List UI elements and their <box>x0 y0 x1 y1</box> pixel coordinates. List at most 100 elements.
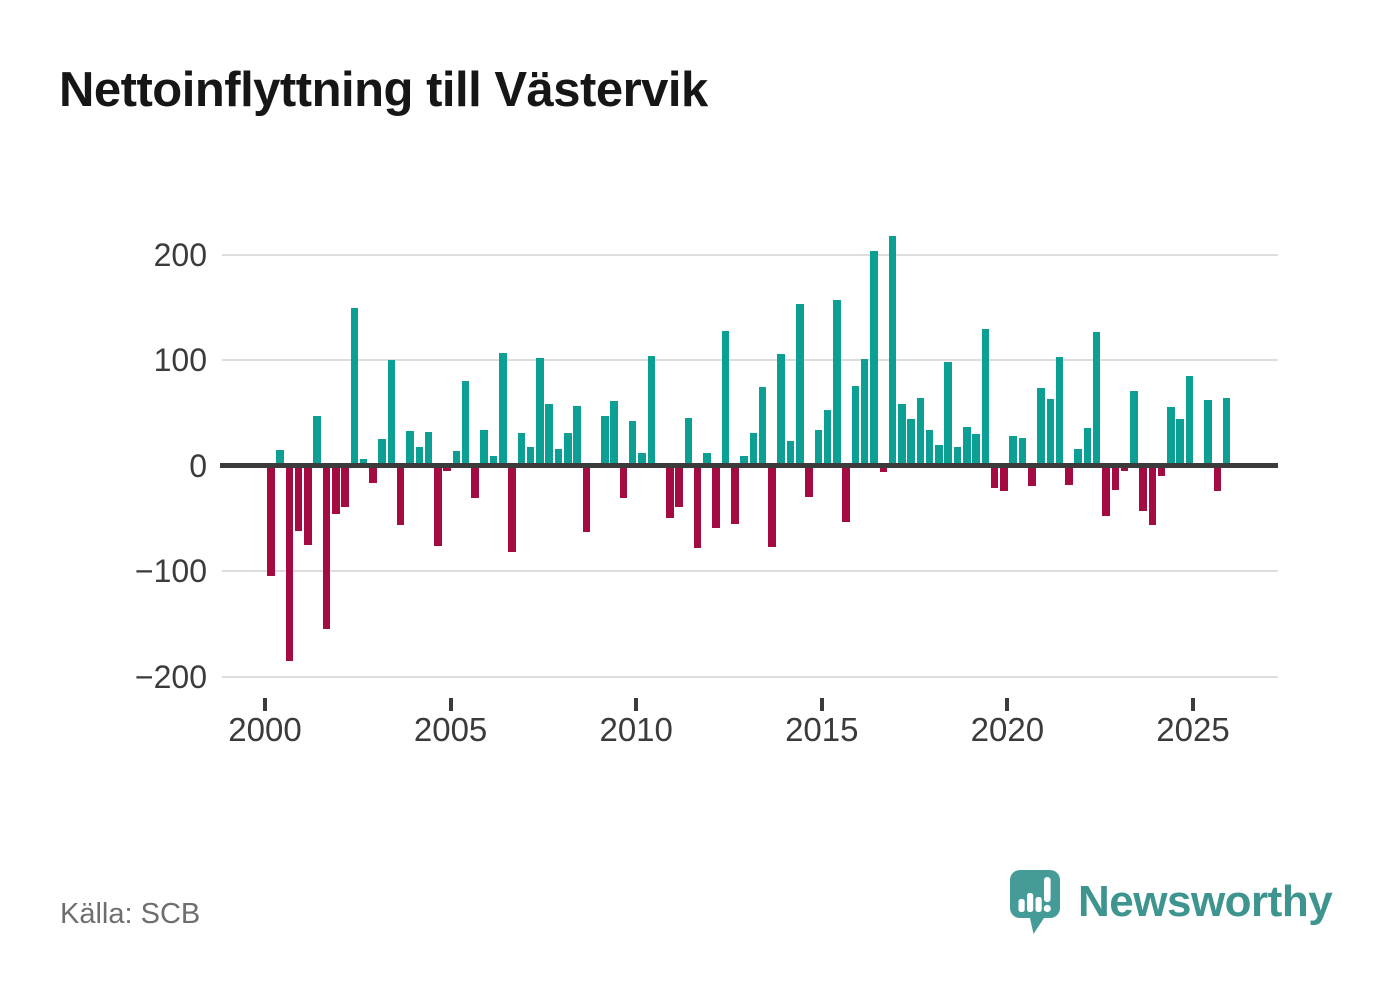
x-tick-2015 <box>819 698 824 711</box>
bar-2017Q3 <box>916 398 925 466</box>
y-axis-label--100: −100 <box>134 553 207 590</box>
x-axis-label-2020: 2020 <box>970 711 1045 748</box>
y-axis-label-100: 100 <box>153 342 207 379</box>
bar-2016Q2 <box>870 250 878 466</box>
bar-2014Q1 <box>786 441 795 466</box>
bar-2005Q4 <box>480 429 488 466</box>
bar-2022Q4 <box>1111 465 1120 490</box>
bar-2021Q3 <box>1065 465 1073 485</box>
bar-2020Q1 <box>1009 436 1017 466</box>
gridline--200 <box>222 675 1278 678</box>
bar-2003Q1 <box>378 439 386 466</box>
bar-2013Q4 <box>777 353 785 466</box>
bar-2012Q4 <box>740 456 748 466</box>
bar-2023Q4 <box>1148 465 1157 525</box>
bar-2019Q1 <box>972 434 980 466</box>
bar-2015Q3 <box>842 465 850 522</box>
bar-2010Q4 <box>666 465 674 519</box>
bar-2019Q3 <box>990 465 999 488</box>
bar-2001Q4 <box>332 465 340 515</box>
bar-2025Q2 <box>1204 400 1212 466</box>
bar-2000Q4 <box>294 465 303 532</box>
bar-2011Q2 <box>684 418 693 466</box>
brand-footer: Newsworthy <box>1008 866 1333 938</box>
bar-2012Q2 <box>721 330 730 466</box>
zero-line <box>220 463 1278 469</box>
bar-2016Q1 <box>860 359 869 466</box>
chart-title: Nettoinflyttning till Västervik <box>59 63 708 117</box>
bar-2004Q3 <box>434 465 442 546</box>
bar-2015Q2 <box>833 300 841 466</box>
bar-2018Q1 <box>935 444 943 466</box>
bar-2019Q2 <box>981 328 990 466</box>
bar-2018Q4 <box>963 426 971 466</box>
bar-2005Q1 <box>452 450 461 466</box>
y-axis-label-0: 0 <box>189 447 207 484</box>
bar-2007Q2 <box>536 358 544 466</box>
bar-2013Q3 <box>768 465 776 547</box>
x-tick-2010 <box>634 698 639 711</box>
bar-2018Q2 <box>944 362 952 466</box>
bar-2007Q1 <box>526 446 535 466</box>
bar-2012Q1 <box>712 465 720 528</box>
x-tick-2000 <box>263 698 267 711</box>
bar-2001Q2 <box>313 416 321 466</box>
bar-2002Q4 <box>369 465 377 483</box>
gridline--100 <box>222 570 1278 573</box>
x-axis-label-2005: 2005 <box>413 711 488 748</box>
newsworthy-logo-icon <box>1010 870 1060 934</box>
bar-2003Q4 <box>406 430 414 466</box>
bar-2003Q2 <box>387 360 396 466</box>
bar-2017Q1 <box>898 403 906 466</box>
bar-2014Q3 <box>805 465 813 498</box>
bar-2009Q2 <box>610 401 618 466</box>
bar-2008Q3 <box>582 465 591 533</box>
bar-2023Q3 <box>1139 465 1147 511</box>
source-note: Källa: SCB <box>60 898 201 930</box>
bar-2006Q2 <box>499 352 507 466</box>
bar-2000Q3 <box>285 465 294 661</box>
bar-2003Q3 <box>396 465 405 525</box>
bar-2007Q4 <box>554 448 563 466</box>
bar-2001Q1 <box>304 465 312 545</box>
bar-2001Q3 <box>322 465 331 630</box>
x-axis-label-2015: 2015 <box>785 711 859 748</box>
bar-2015Q1 <box>823 409 832 466</box>
bar-2002Q1 <box>341 465 349 507</box>
bar-2008Q2 <box>573 405 581 466</box>
bar-2019Q4 <box>1000 465 1008 491</box>
bar-2007Q3 <box>545 403 553 466</box>
bar-2006Q4 <box>517 433 526 466</box>
x-axis-label-2000: 2000 <box>228 711 302 748</box>
bar-2023Q2 <box>1130 390 1138 466</box>
bar-2005Q2 <box>461 381 470 466</box>
bar-2016Q4 <box>888 235 897 466</box>
bar-2010Q1 <box>638 453 646 466</box>
bar-2025Q4 <box>1222 398 1231 466</box>
bar-2006Q1 <box>489 456 498 466</box>
bar-2004Q2 <box>424 432 433 466</box>
brand-name: Newsworthy <box>1078 877 1333 926</box>
bar-2008Q1 <box>564 433 572 466</box>
bar-2004Q4 <box>443 465 451 471</box>
bar-2017Q4 <box>925 429 934 466</box>
bar-2015Q4 <box>851 385 860 466</box>
bar-2000Q2 <box>276 449 284 466</box>
bar-2002Q3 <box>359 459 368 466</box>
bar-2022Q2 <box>1092 331 1101 466</box>
bar-2012Q3 <box>731 465 739 524</box>
bar-2021Q1 <box>1046 399 1055 466</box>
bar-2023Q1 <box>1120 465 1129 471</box>
bar-2014Q2 <box>796 304 804 466</box>
y-axis-label--200: −200 <box>134 658 207 695</box>
bar-2021Q4 <box>1074 448 1082 466</box>
x-tick-2005 <box>448 698 453 711</box>
bar-2005Q3 <box>471 465 479 499</box>
bar-2024Q2 <box>1167 406 1175 466</box>
bar-2011Q3 <box>693 465 702 548</box>
bar-2014Q4 <box>814 429 823 466</box>
bar-2022Q1 <box>1083 427 1092 466</box>
bar-2024Q1 <box>1157 465 1166 477</box>
bar-2011Q4 <box>703 453 711 466</box>
